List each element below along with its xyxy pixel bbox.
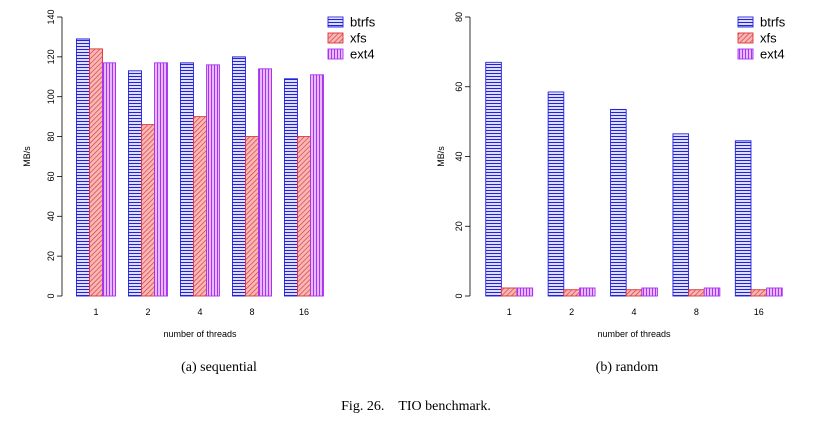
legend-label-ext4: ext4 <box>760 47 785 62</box>
x-tick-label: 1 <box>93 307 98 317</box>
legend-swatch-btrfs <box>327 16 344 28</box>
caption-random: (b) random <box>596 360 659 375</box>
figure-caption: Fig. 26. TIO benchmark. <box>341 399 491 414</box>
bar-ext4-2 <box>154 62 169 297</box>
y-tick-label: 60 <box>46 171 56 181</box>
bar-xfs-2 <box>141 124 155 297</box>
x-tick-label: 2 <box>145 307 150 317</box>
y-tick-label: 80 <box>46 132 56 142</box>
bar-ext4-4 <box>206 64 221 297</box>
bar-ext4-1 <box>102 62 117 297</box>
y-tick-label: 0 <box>454 293 464 298</box>
y-tick-label: 140 <box>46 9 56 24</box>
bar-btrfs-8 <box>231 56 246 297</box>
x-tick-label: 1 <box>507 307 512 317</box>
bar-btrfs-2 <box>547 91 565 297</box>
bar-ext4-2 <box>578 287 596 297</box>
bar-xfs-16 <box>297 136 311 297</box>
bar-btrfs-1 <box>485 61 502 297</box>
x-tick-label: 4 <box>197 307 202 317</box>
bar-ext4-1 <box>516 287 534 297</box>
bar-ext4-16 <box>310 74 325 297</box>
bar-xfs-8 <box>688 289 705 297</box>
chart-sequential: 0 20 40 60 80 100 120 140 MB/s 1 2 4 8 16 number of th… <box>22 9 376 339</box>
x-tick-label: 4 <box>631 307 636 317</box>
bar-btrfs-16 <box>734 140 752 297</box>
x-tick-label: 16 <box>299 307 309 317</box>
bar-xfs-1 <box>500 287 518 297</box>
bar-xfs-4 <box>193 116 207 297</box>
y-tick-label: 60 <box>454 82 464 92</box>
legend-swatch-xfs <box>737 32 754 44</box>
bar-btrfs-4 <box>179 62 194 297</box>
chart-random: 0 20 40 60 80 MB/s 1 2 4 8 16 number of threads btrf… <box>436 12 786 339</box>
legend-label-ext4: ext4 <box>350 47 375 62</box>
bar-xfs-1 <box>89 48 103 297</box>
legend-label-btrfs: btrfs <box>350 15 376 30</box>
legend-label-btrfs: btrfs <box>760 15 786 30</box>
bar-xfs-16 <box>750 289 768 297</box>
bar-xfs-8 <box>245 136 259 297</box>
bar-ext4-4 <box>641 287 658 297</box>
x-tick-label: 16 <box>754 307 764 317</box>
bar-btrfs-16 <box>283 78 298 297</box>
legend-label-xfs: xfs <box>760 31 777 46</box>
y-tick-label: 100 <box>46 89 56 104</box>
legend-swatch-xfs <box>327 32 344 44</box>
bar-btrfs-4 <box>610 108 627 297</box>
bar-ext4-16 <box>766 287 783 297</box>
bar-ext4-8 <box>258 68 273 297</box>
bar-btrfs-1 <box>75 38 90 297</box>
bar-ext4-8 <box>703 287 721 297</box>
bar-btrfs-2 <box>127 70 142 297</box>
y-tick-label: 40 <box>46 211 56 221</box>
y-tick-label: 80 <box>454 12 464 22</box>
x-axis-label: number of threads <box>163 329 237 339</box>
x-tick-label: 8 <box>249 307 254 317</box>
bar-xfs-2 <box>563 289 580 297</box>
y-tick-label: 40 <box>454 151 464 161</box>
bar-btrfs-8 <box>672 133 690 297</box>
legend-swatch-ext4 <box>327 48 344 60</box>
y-tick-label: 20 <box>454 221 464 231</box>
bar-xfs-4 <box>625 289 643 297</box>
legend-swatch-ext4 <box>737 48 754 60</box>
y-tick-label: 0 <box>46 293 56 298</box>
x-tick-label: 8 <box>694 307 699 317</box>
caption-sequential: (a) sequential <box>181 360 257 375</box>
legend-swatch-btrfs <box>737 16 754 28</box>
x-tick-label: 2 <box>569 307 574 317</box>
y-tick-label: 120 <box>46 49 56 64</box>
y-tick-label: 20 <box>46 251 56 261</box>
legend-label-xfs: xfs <box>350 31 367 46</box>
x-axis-label: number of threads <box>597 329 671 339</box>
y-axis-label: MB/s <box>22 146 32 167</box>
y-axis-label: MB/s <box>436 146 446 167</box>
